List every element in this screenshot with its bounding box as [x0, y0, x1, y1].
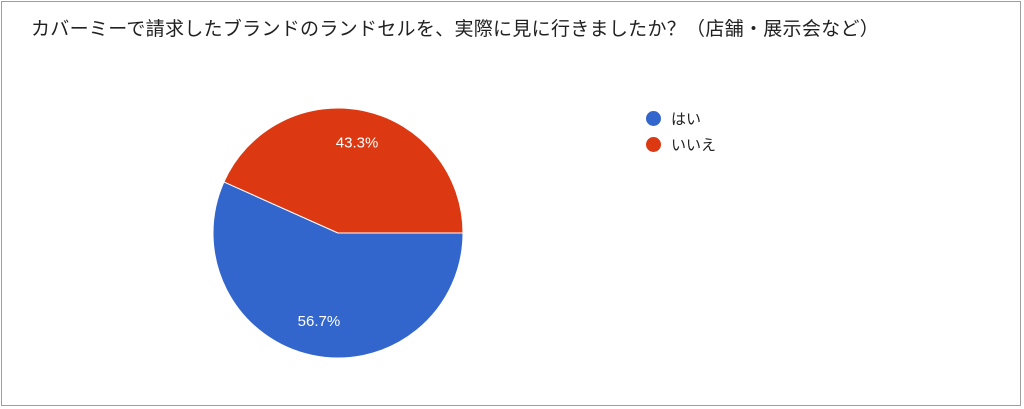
pie-slice-no [223, 107, 464, 234]
chart-title: カバーミーで請求したブランドのランドセルを、実際に見に行きましたか？（店舗・展示… [31, 18, 880, 40]
pie-slice-label-yes: 56.7% [298, 313, 341, 330]
pie-slice-yes [212, 181, 464, 359]
pie-slice-labels: 56.7% 43.3% [298, 135, 379, 330]
pie-slice-label-no: 43.3% [336, 135, 379, 152]
legend-label-no: いいえ [671, 135, 717, 154]
legend-item-no: いいえ [646, 132, 716, 156]
legend-swatch-yes [646, 110, 661, 126]
legend: はい いいえ [646, 106, 716, 158]
legend-swatch-no [646, 136, 661, 152]
legend-item-yes: はい [646, 106, 716, 130]
pie-slices [212, 107, 464, 359]
legend-label-yes: はい [671, 109, 702, 128]
